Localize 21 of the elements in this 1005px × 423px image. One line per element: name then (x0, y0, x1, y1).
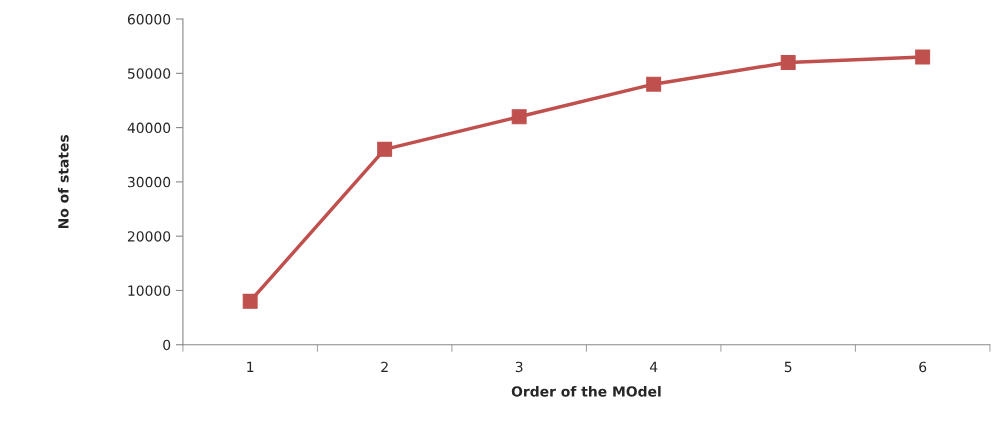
x-tick-label: 6 (919, 361, 927, 373)
y-tick-label: 0 (163, 339, 171, 351)
x-tick-label: 1 (247, 361, 254, 372)
point (780, 55, 796, 70)
y-tick-label: 60000 (127, 14, 171, 25)
y-tick-label: 10000 (128, 285, 171, 296)
point (915, 49, 931, 65)
x-tick-label: 5 (784, 361, 792, 373)
x-axis-title: Order of the MOdel (511, 385, 661, 397)
x-tick-label: 4 (649, 361, 658, 372)
point (646, 76, 662, 92)
y-tick-label: 30000 (127, 176, 171, 188)
point (242, 293, 258, 309)
y-tick-label: 50000 (127, 68, 171, 79)
y-axis-title: No of states (57, 135, 69, 229)
y-tick-label: 40000 (127, 122, 171, 134)
x-tick-label: 2 (381, 361, 388, 372)
x-tick-label: 3 (515, 361, 523, 373)
y-tick-label: 20000 (127, 231, 171, 242)
point (377, 141, 393, 157)
point (511, 109, 527, 125)
